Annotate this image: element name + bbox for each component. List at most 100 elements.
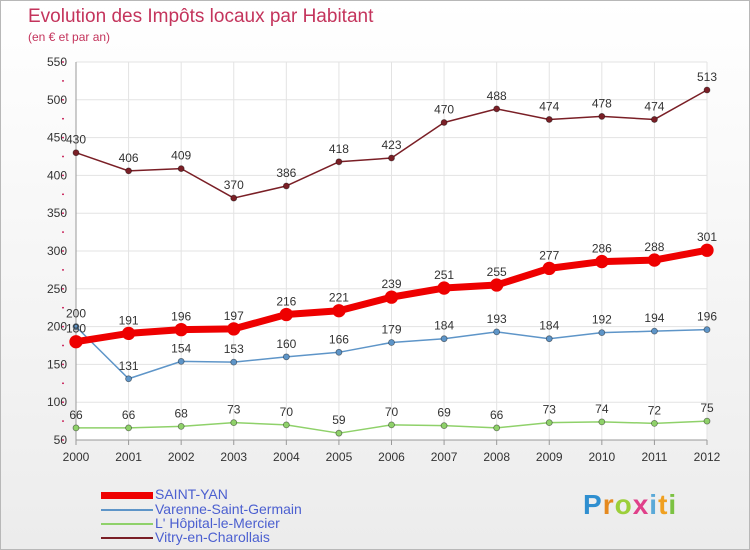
legend-label: Vitry-en-Charollais bbox=[155, 529, 270, 545]
data-point bbox=[703, 326, 711, 334]
data-point bbox=[440, 422, 448, 430]
data-point bbox=[279, 307, 293, 322]
data-point bbox=[121, 326, 136, 341]
data-point bbox=[230, 358, 238, 366]
data-point bbox=[493, 328, 501, 336]
data-label: 286 bbox=[592, 242, 612, 256]
data-label: 66 bbox=[69, 408, 83, 422]
data-label: 513 bbox=[697, 70, 717, 84]
data-label: 221 bbox=[329, 291, 349, 305]
data-label: 66 bbox=[490, 408, 504, 422]
data-point bbox=[282, 182, 290, 190]
data-point bbox=[69, 335, 83, 349]
data-label: 160 bbox=[276, 337, 296, 351]
data-point bbox=[598, 113, 606, 120]
data-label: 184 bbox=[434, 319, 454, 333]
data-point bbox=[490, 278, 504, 292]
data-label: 196 bbox=[697, 310, 717, 324]
data-point bbox=[282, 421, 290, 429]
data-label: 70 bbox=[280, 405, 294, 419]
data-point bbox=[493, 105, 501, 113]
y-tick-label: 250 bbox=[47, 282, 67, 296]
y-tick-label: 400 bbox=[47, 168, 67, 182]
x-tick-label: 2006 bbox=[378, 450, 405, 464]
data-label: 288 bbox=[644, 240, 664, 254]
data-label: 192 bbox=[592, 313, 612, 327]
y-tick-label: 500 bbox=[47, 93, 67, 107]
data-label: 74 bbox=[595, 402, 609, 416]
y-tick-label: 550 bbox=[47, 55, 67, 69]
data-point bbox=[72, 323, 80, 331]
data-label: 386 bbox=[276, 166, 296, 180]
data-point bbox=[335, 348, 343, 356]
x-tick-label: 2011 bbox=[642, 450, 668, 464]
data-point bbox=[700, 243, 714, 257]
y-tick-label: 100 bbox=[47, 395, 67, 409]
y-tick-label: 150 bbox=[47, 357, 67, 371]
x-tick-label: 2009 bbox=[536, 450, 563, 464]
data-point bbox=[388, 339, 395, 346]
data-label: 430 bbox=[66, 133, 86, 147]
data-point bbox=[125, 375, 132, 383]
data-point bbox=[647, 253, 662, 267]
data-label: 184 bbox=[539, 319, 559, 333]
data-point bbox=[545, 116, 553, 123]
legend-swatch bbox=[101, 537, 153, 539]
data-point bbox=[72, 424, 80, 432]
data-label: 69 bbox=[437, 406, 451, 420]
data-point bbox=[174, 322, 188, 337]
data-point bbox=[651, 116, 658, 123]
data-point bbox=[227, 322, 241, 336]
data-label: 196 bbox=[171, 310, 191, 324]
data-label: 66 bbox=[122, 408, 136, 422]
x-tick-label: 2000 bbox=[63, 450, 90, 464]
legend-label: SAINT-YAN bbox=[155, 486, 228, 502]
data-label: 255 bbox=[487, 265, 507, 279]
chart-title: Evolution des Impôts locaux par Habitant bbox=[28, 6, 374, 27]
data-label: 406 bbox=[119, 151, 139, 165]
data-point bbox=[282, 353, 290, 361]
data-point bbox=[440, 335, 448, 343]
legend-label: Varenne-Saint-Germain bbox=[155, 501, 302, 517]
data-label: 70 bbox=[385, 405, 399, 419]
data-label: 131 bbox=[119, 359, 139, 373]
data-label: 200 bbox=[66, 307, 86, 321]
x-tick-label: 2010 bbox=[588, 450, 615, 464]
data-label: 418 bbox=[329, 142, 349, 156]
data-point bbox=[651, 419, 658, 427]
legend-swatch bbox=[101, 491, 153, 499]
legend-swatch bbox=[101, 523, 153, 525]
data-label: 193 bbox=[487, 312, 507, 326]
data-point bbox=[542, 261, 556, 276]
x-tick-label: 2007 bbox=[431, 450, 458, 464]
data-point bbox=[440, 119, 448, 126]
data-point bbox=[335, 429, 343, 437]
x-tick-label: 2003 bbox=[220, 450, 247, 464]
data-point bbox=[598, 418, 606, 426]
data-point bbox=[125, 424, 132, 432]
data-point bbox=[388, 421, 395, 429]
data-label: 72 bbox=[648, 403, 662, 417]
data-point bbox=[703, 86, 711, 94]
data-point bbox=[545, 419, 553, 427]
data-label: 474 bbox=[539, 99, 559, 113]
data-point bbox=[437, 281, 451, 295]
data-label: 73 bbox=[543, 403, 557, 417]
data-point bbox=[72, 149, 80, 157]
data-label: 73 bbox=[227, 403, 241, 417]
x-tick-label: 2002 bbox=[168, 450, 195, 464]
data-label: 194 bbox=[644, 311, 664, 325]
x-tick-label: 2004 bbox=[273, 450, 300, 464]
chart-subtitle: (en € et par an) bbox=[28, 30, 111, 44]
data-label: 166 bbox=[329, 332, 349, 346]
data-label: 470 bbox=[434, 102, 454, 116]
y-tick-label: 200 bbox=[47, 320, 67, 334]
y-tick-label: 450 bbox=[47, 131, 67, 145]
data-label: 370 bbox=[224, 178, 244, 192]
data-point bbox=[598, 329, 606, 337]
data-label: 216 bbox=[276, 295, 296, 309]
data-point bbox=[651, 327, 658, 335]
data-label: 197 bbox=[224, 309, 244, 323]
